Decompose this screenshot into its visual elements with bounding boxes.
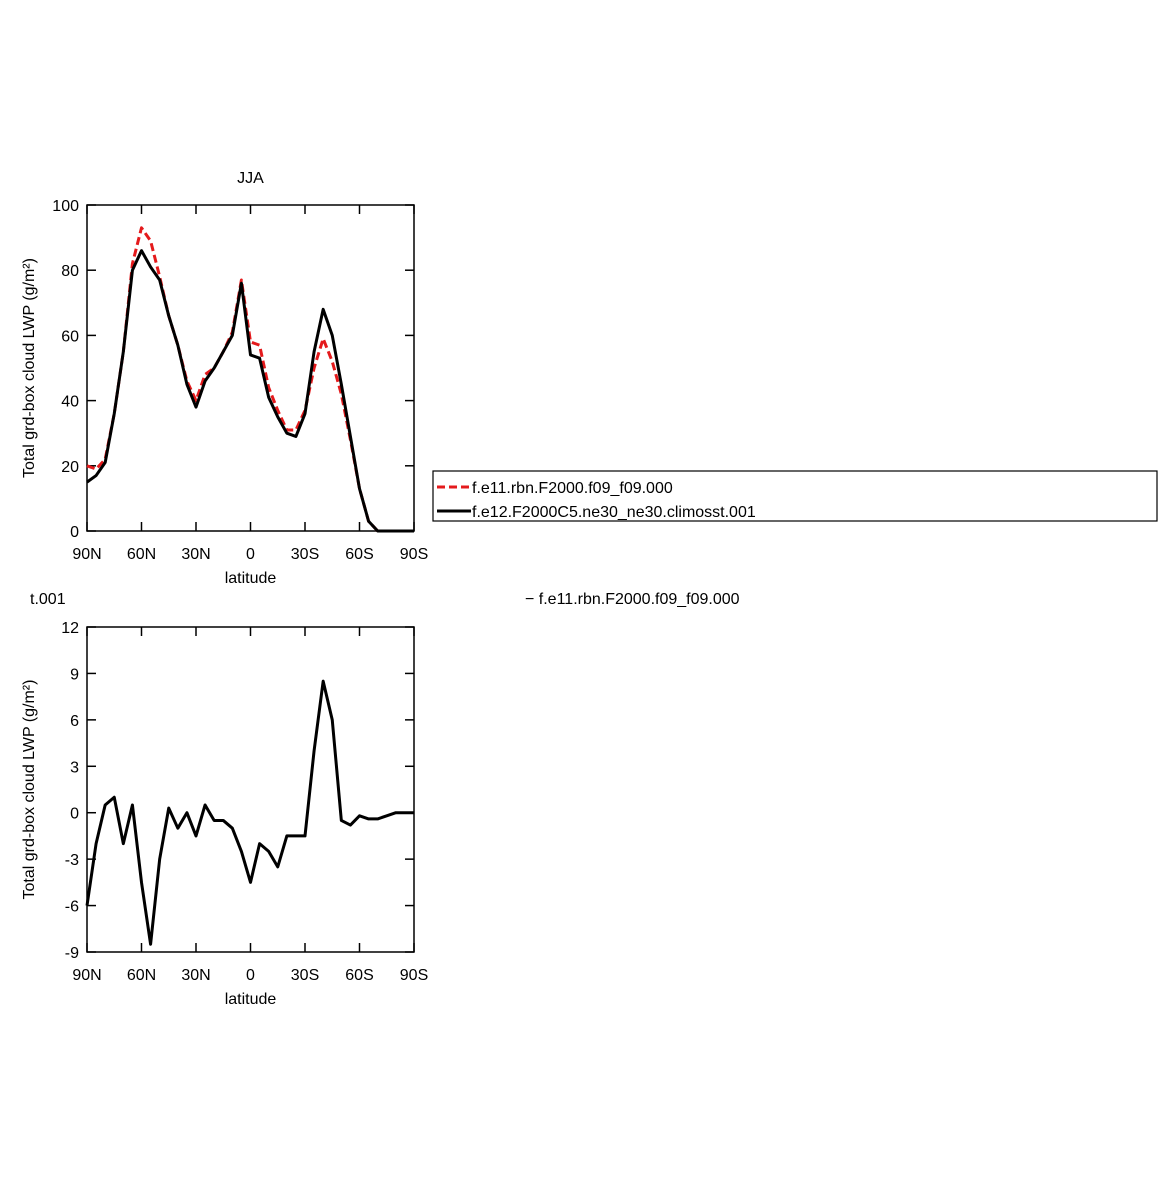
data-line: [86, 249, 414, 533]
x-tick-label: 60S: [345, 967, 373, 984]
x-tick-label: 90N: [72, 546, 101, 563]
chart-title: JJA: [237, 170, 264, 187]
annotation: t.001: [30, 591, 66, 608]
x-axis-label: latitude: [225, 991, 277, 1008]
x-tick-label: 0: [246, 546, 255, 563]
annotation: − f.e11.rbn.F2000.f09_f09.000: [525, 591, 740, 608]
data-line: [86, 226, 414, 533]
x-tick-label: 60N: [127, 967, 156, 984]
y-tick-label: 6: [70, 713, 79, 730]
x-tick-label: 30N: [181, 967, 210, 984]
y-tick-label: 20: [61, 459, 79, 476]
legend-label: f.e11.rbn.F2000.f09_f09.000: [472, 480, 673, 497]
x-tick-label: 30S: [291, 967, 319, 984]
y-axis-label: Total grd-box cloud LWP (g/m²): [21, 258, 38, 478]
x-tick-label: 60S: [345, 546, 373, 563]
x-tick-label: 0: [246, 967, 255, 984]
y-tick-label: -6: [65, 899, 79, 916]
x-tick-label: 30N: [181, 546, 210, 563]
y-tick-label: 0: [70, 806, 79, 823]
x-tick-label: 90S: [400, 967, 428, 984]
y-tick-label: 0: [70, 524, 79, 541]
plot-frame: [86, 626, 415, 953]
y-tick-label: 12: [61, 620, 79, 637]
y-tick-label: 60: [61, 328, 79, 345]
y-tick-label: -9: [65, 945, 79, 962]
y-tick-label: 100: [52, 198, 79, 215]
x-axis-label: latitude: [225, 570, 277, 587]
x-tick-label: 30S: [291, 546, 319, 563]
x-tick-label: 90S: [400, 546, 428, 563]
data-line: [85, 679, 414, 946]
legend-box: [432, 470, 1158, 522]
y-tick-label: -3: [65, 852, 79, 869]
x-tick-label: 90N: [72, 967, 101, 984]
x-tick-label: 60N: [127, 546, 156, 563]
y-tick-label: 9: [70, 666, 79, 683]
y-tick-label: 80: [61, 263, 79, 280]
y-tick-label: 40: [61, 394, 79, 411]
y-axis-label: Total grd-box cloud LWP (g/m²): [21, 680, 38, 900]
legend-label: f.e12.F2000C5.ne30_ne30.climosst.001: [472, 504, 756, 521]
y-tick-label: 3: [70, 759, 79, 776]
